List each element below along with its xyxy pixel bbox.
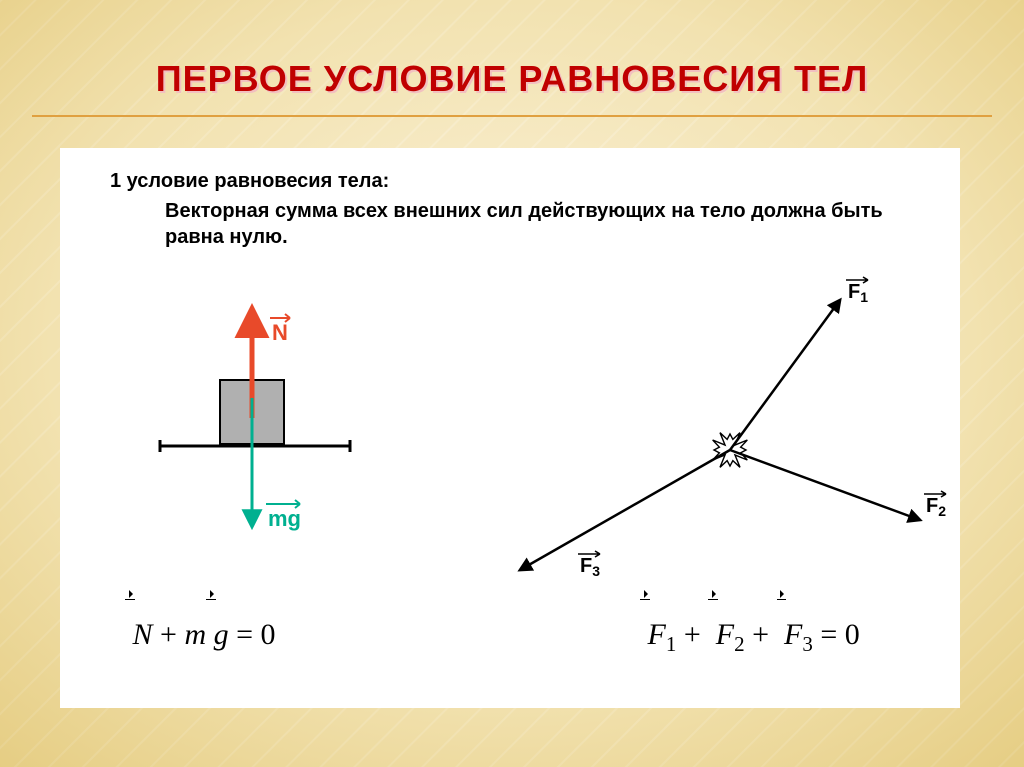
right-equation: F1 + F2 + F3 = 0 — [640, 618, 860, 657]
slide-root: ПЕРВОЕ УСЛОВИЕ РАВНОВЕСИЯ ТЕЛ 1 условие … — [0, 0, 1024, 767]
svg-text:F1: F1 — [848, 281, 868, 305]
condition-heading: 1 условие равновесия тела: — [110, 170, 389, 193]
vector-N-label: N — [272, 320, 288, 345]
left-diagram: N mg — [120, 290, 400, 590]
condition-body: Векторная сумма всех внешних сил действу… — [165, 198, 905, 250]
svg-text:F3: F3 — [580, 555, 600, 579]
right-diagram: F1 F2 F3 — [470, 280, 950, 600]
title-underline — [0, 0, 1024, 130]
vector-mg-label: mg — [268, 506, 301, 531]
svg-text:F2: F2 — [926, 495, 946, 519]
left-equation: N + m g = 0 — [125, 618, 276, 652]
